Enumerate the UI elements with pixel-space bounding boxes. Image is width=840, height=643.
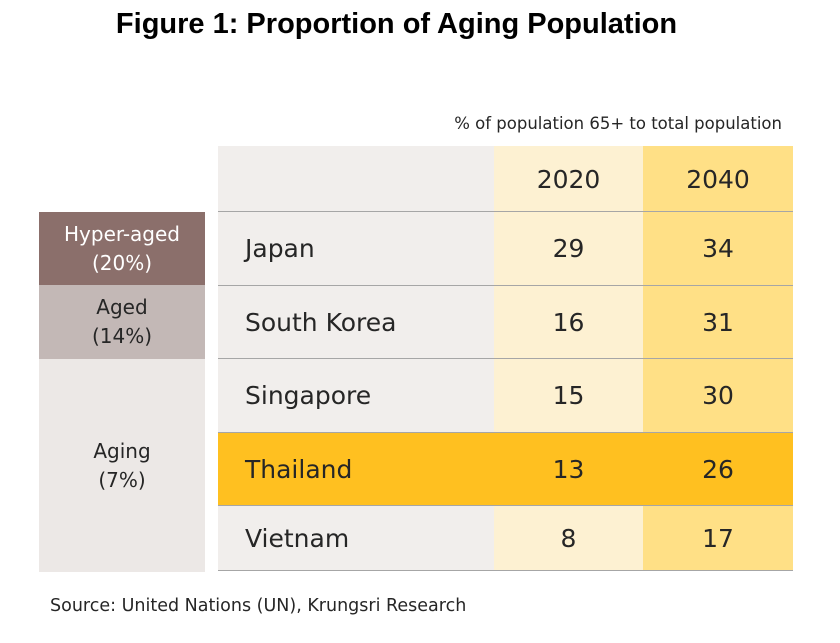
value-2040: 34: [702, 234, 734, 263]
classification-aging: Aging (7%): [39, 359, 205, 572]
classification-threshold: (14%): [91, 324, 153, 348]
value-2020: 29: [552, 234, 585, 263]
source-note: Source: United Nations (UN), Krungsri Re…: [50, 596, 467, 616]
row-divider: [218, 358, 793, 359]
value-2040: 17: [702, 523, 734, 553]
row-divider: [218, 285, 793, 286]
classification-label: Hyper-aged: [64, 221, 180, 246]
row-divider: [218, 570, 793, 571]
row-divider: [218, 211, 793, 212]
country-label: Vietnam: [245, 523, 350, 553]
value-2020: 13: [552, 454, 585, 484]
row-divider: [218, 432, 793, 433]
column-header-2020: 2020: [536, 164, 601, 194]
country-label-highlighted: Thailand: [245, 454, 353, 484]
classification-threshold: (20%): [91, 250, 153, 275]
classification-threshold: (7%): [98, 467, 146, 492]
classification-aged: Aged (14%): [39, 285, 205, 359]
country-label: Singapore: [245, 381, 372, 410]
value-2040: 30: [702, 381, 734, 410]
row-divider: [218, 505, 793, 506]
country-label: South Korea: [245, 307, 397, 337]
value-2040: 31: [702, 307, 734, 337]
value-2020: 16: [552, 307, 585, 337]
country-label: Japan: [245, 234, 315, 263]
classification-hyper-aged: Hyper-aged (20%): [39, 212, 205, 285]
unit-note: % of population 65+ to total population: [454, 114, 782, 133]
country-column-background: [218, 212, 494, 571]
value-2020: 15: [552, 381, 585, 410]
column-header-2040: 2040: [686, 164, 750, 194]
highlighted-row-background: [218, 433, 793, 506]
classification-label: Aged: [96, 295, 148, 319]
chart-title: Figure 1: Proportion of Aging Population: [115, 8, 678, 40]
value-2020: 8: [560, 523, 577, 553]
value-2040: 26: [702, 454, 734, 484]
classification-label: Aging: [93, 438, 151, 463]
